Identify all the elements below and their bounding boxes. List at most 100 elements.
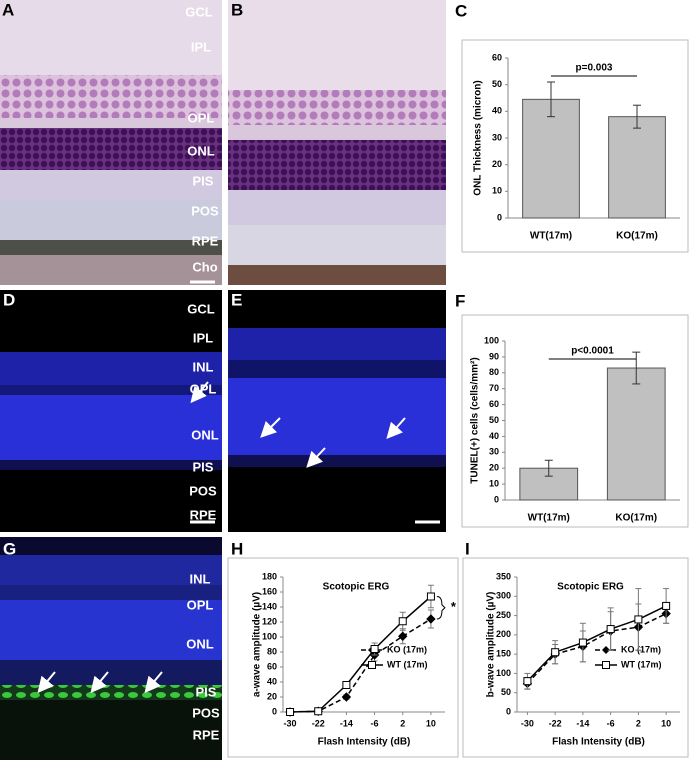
layer-label: PIS [196, 684, 217, 699]
legend-marker [368, 661, 376, 669]
y-tick-label: 70 [489, 383, 499, 393]
point [578, 638, 587, 647]
point [426, 592, 435, 601]
legend-label: WT (17m) [387, 659, 428, 669]
point [398, 617, 407, 626]
chart-frame [227, 557, 459, 758]
point [606, 625, 615, 634]
point [551, 648, 560, 657]
annotation: p=0.003 [576, 63, 613, 74]
y-tick-label: 30 [492, 132, 502, 142]
y-tick-label: 90 [489, 351, 499, 361]
layer-label: OPL [190, 381, 217, 396]
panel-label: A [2, 0, 14, 19]
y-tick-label: 180 [262, 571, 277, 581]
x-tick-label: -22 [312, 718, 325, 728]
y-tick-label: 0 [506, 706, 511, 716]
layer-label: RPE [192, 233, 219, 248]
y-tick-label: 160 [262, 586, 277, 596]
panel-label: C [455, 1, 467, 20]
panel-label: E [231, 290, 242, 309]
chart-title: Scotopic ERG [557, 582, 624, 593]
x-tick-label: WT(17m) [528, 513, 570, 524]
y-tick-label: 0 [272, 706, 277, 716]
point [634, 615, 643, 624]
bar [606, 367, 666, 501]
legend-label: KO (17m) [387, 644, 427, 654]
point [341, 692, 352, 702]
x-axis-label: Flash Intensity (dB) [318, 737, 411, 748]
layer-label: PIS [193, 459, 214, 474]
image-a [0, 0, 222, 285]
legend-marker [602, 661, 610, 669]
x-tick-label: 10 [661, 718, 671, 728]
layer-label: RPE [193, 727, 220, 742]
x-tick-label: -30 [521, 718, 534, 728]
panel-label: H [231, 539, 243, 558]
x-tick-label: WT(17m) [530, 231, 572, 242]
legend-label: KO (17m) [621, 644, 661, 654]
panel-label: I [465, 539, 470, 558]
layer-label: POS [191, 203, 219, 218]
layer-label: OPL [188, 110, 215, 125]
image-labels: A B D E G GCL IPL OPL ONL PIS POS RPE Ch… [2, 0, 243, 742]
x-tick-label: KO(17m) [616, 231, 658, 242]
x-tick-label: 2 [400, 718, 405, 728]
y-tick-label: 50 [492, 79, 502, 89]
image-d [0, 290, 222, 532]
y-axis-label: TUNEL(+) cells (cells/mm²) [470, 357, 481, 483]
y-tick-label: 40 [267, 676, 277, 686]
annotation: * [451, 599, 457, 614]
y-tick-label: 10 [492, 186, 502, 196]
x-tick-label: KO(17m) [615, 513, 657, 524]
layer-label: Cho [192, 259, 217, 274]
panel-label: D [3, 290, 15, 309]
y-axis-label: b-wave amplitude (µV) [486, 592, 497, 698]
image-e [228, 290, 446, 532]
y-tick-label: 120 [262, 616, 277, 626]
layer-label: ONL [191, 427, 219, 442]
y-tick-label: 250 [496, 610, 511, 620]
point [662, 601, 671, 610]
x-axis-label: Flash Intensity (dB) [552, 737, 645, 748]
y-tick-label: 20 [489, 463, 499, 473]
y-tick-label: 20 [492, 159, 502, 169]
y-tick-label: 60 [267, 661, 277, 671]
image-b [228, 0, 446, 285]
y-tick-label: 0 [494, 494, 499, 504]
panel-label: G [3, 539, 16, 558]
layer-label: GCL [187, 301, 215, 316]
y-axis-label: a-wave amplitude (µV) [252, 592, 263, 697]
y-tick-label: 150 [496, 649, 511, 659]
chart-title: Scotopic ERG [323, 582, 390, 593]
y-tick-label: 60 [489, 399, 499, 409]
layer-label: RPE [190, 507, 217, 522]
legend-label: WT (17m) [621, 659, 662, 669]
x-tick-label: -6 [607, 718, 615, 728]
layer-label: POS [192, 705, 220, 720]
layer-label: GCL [185, 4, 213, 19]
y-tick-label: 60 [492, 52, 502, 62]
point [426, 614, 436, 624]
y-tick-label: 300 [496, 591, 511, 601]
bar [522, 98, 580, 219]
y-tick-label: 80 [267, 646, 277, 656]
chart-frame [462, 557, 689, 758]
y-tick-label: 40 [492, 106, 502, 116]
layer-label: INL [190, 571, 211, 586]
y-tick-label: 200 [496, 629, 511, 639]
x-tick-label: -14 [576, 718, 589, 728]
y-tick-label: 100 [496, 668, 511, 678]
x-tick-label: -22 [549, 718, 562, 728]
point [286, 708, 295, 716]
y-tick-label: 350 [496, 571, 511, 581]
image-g [0, 537, 222, 760]
bar [608, 116, 666, 219]
point [523, 677, 532, 686]
y-tick-label: 0 [497, 212, 502, 222]
panel-label: B [231, 0, 243, 19]
y-tick-label: 100 [484, 335, 499, 345]
layer-label: IPL [191, 39, 211, 54]
